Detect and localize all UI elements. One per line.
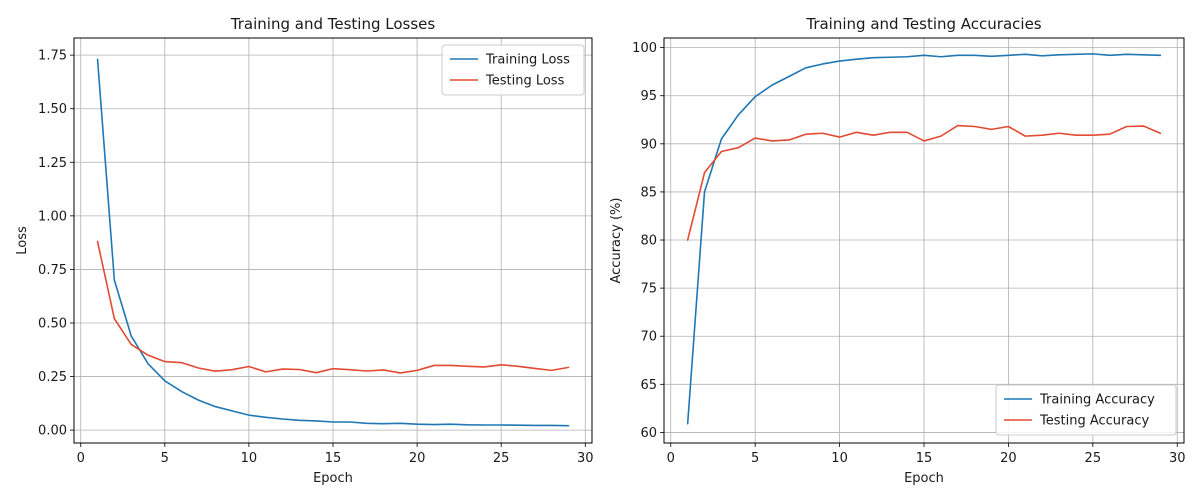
- x-axis-label: Epoch: [904, 471, 944, 486]
- x-tick-label: 20: [409, 451, 426, 466]
- x-tick-label: 0: [77, 451, 85, 466]
- legend-label: Testing Accuracy: [1039, 414, 1149, 429]
- legend: Training Loss Testing Loss: [441, 44, 585, 96]
- x-tick-label: 15: [325, 451, 342, 466]
- y-tick-label: 0.50: [38, 317, 67, 332]
- legend-label: Testing Loss: [485, 74, 565, 89]
- x-axis-label: Epoch: [313, 471, 353, 486]
- y-tick-label: 0.75: [38, 263, 67, 278]
- series-line-training-loss: [96, 58, 570, 427]
- y-tick-label: 85: [640, 185, 657, 200]
- y-tick-label: 60: [640, 426, 657, 441]
- plot-frame: [663, 37, 1185, 444]
- y-tick-label: 1.00: [38, 209, 67, 224]
- x-tick-label: 5: [161, 451, 169, 466]
- y-tick-label: 1.50: [38, 102, 67, 117]
- legend: Training Accuracy Testing Accuracy: [995, 384, 1177, 436]
- legend-box: [441, 44, 585, 96]
- y-axis-label: Accuracy (%): [609, 198, 624, 284]
- x-tick-label: 10: [831, 451, 848, 466]
- y-tick-label: 1.25: [38, 156, 67, 171]
- x-tick-label: 30: [1169, 451, 1186, 466]
- y-tick-label: 90: [640, 137, 657, 152]
- x-tick-label: 5: [751, 451, 759, 466]
- legend-box: [995, 384, 1177, 436]
- x-tick-label: 25: [1085, 451, 1102, 466]
- y-tick-label: 65: [640, 378, 657, 393]
- accuracy-chart-panel: 0 5 10 15 20 25 30 60 65 70 75 80 85 90 95 100 Training …: [609, 15, 1186, 486]
- series-line-testing-accuracy: [686, 124, 1162, 241]
- x-tick-label: 20: [1000, 451, 1017, 466]
- y-tick-label: 95: [640, 89, 657, 104]
- legend-label: Training Loss: [485, 53, 570, 68]
- y-tick-label: 0.25: [38, 370, 67, 385]
- y-tick-label: 75: [640, 282, 657, 297]
- x-tick-label: 25: [493, 451, 510, 466]
- y-axis-label: Loss: [15, 226, 30, 255]
- y-tick-label: 70: [640, 330, 657, 345]
- x-tick-label: 30: [577, 451, 594, 466]
- y-tick-label: 80: [640, 234, 657, 249]
- loss-chart-panel: 0 5 10 15 20 25 30 0.00 0.25 0.50 0.75 1.00 1.25 1.50…: [15, 15, 594, 486]
- chart-title: Training and Testing Losses: [230, 15, 436, 33]
- series-line-training-accuracy: [686, 53, 1162, 425]
- plot-frame: [73, 37, 593, 444]
- series-line-testing-loss: [96, 240, 570, 374]
- y-tick-label: 1.75: [38, 49, 67, 64]
- x-tick-label: 10: [241, 451, 258, 466]
- x-tick-label: 15: [916, 451, 933, 466]
- y-tick-label: 100: [632, 41, 657, 56]
- y-tick-label: 0.00: [38, 424, 67, 439]
- x-tick-label: 0: [667, 451, 675, 466]
- legend-label: Training Accuracy: [1039, 393, 1155, 408]
- chart-title: Training and Testing Accuracies: [805, 15, 1041, 33]
